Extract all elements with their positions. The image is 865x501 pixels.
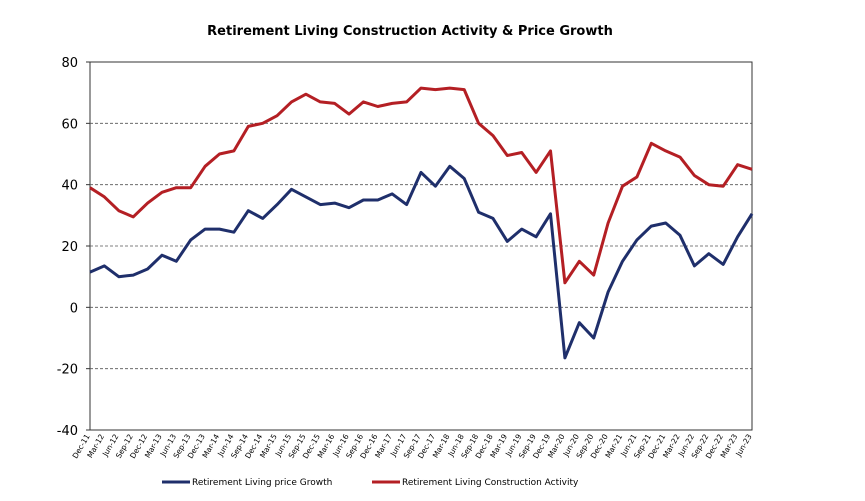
y-tick-label: 80	[61, 56, 78, 71]
series-line	[89, 86, 753, 285]
y-tick-label: 40	[61, 179, 78, 194]
chart-title: Retirement Living Construction Activity …	[207, 24, 613, 39]
series-line	[89, 164, 754, 360]
y-tick-label: -20	[57, 363, 78, 378]
y-tick-label: -40	[57, 424, 78, 439]
y-tick-label: 0	[70, 301, 78, 316]
y-tick-label: 20	[61, 240, 78, 255]
legend-label: Retirement Living price Growth	[192, 478, 332, 488]
legend-label: Retirement Living Construction Activity	[402, 478, 579, 488]
y-tick-label: 60	[61, 117, 78, 132]
